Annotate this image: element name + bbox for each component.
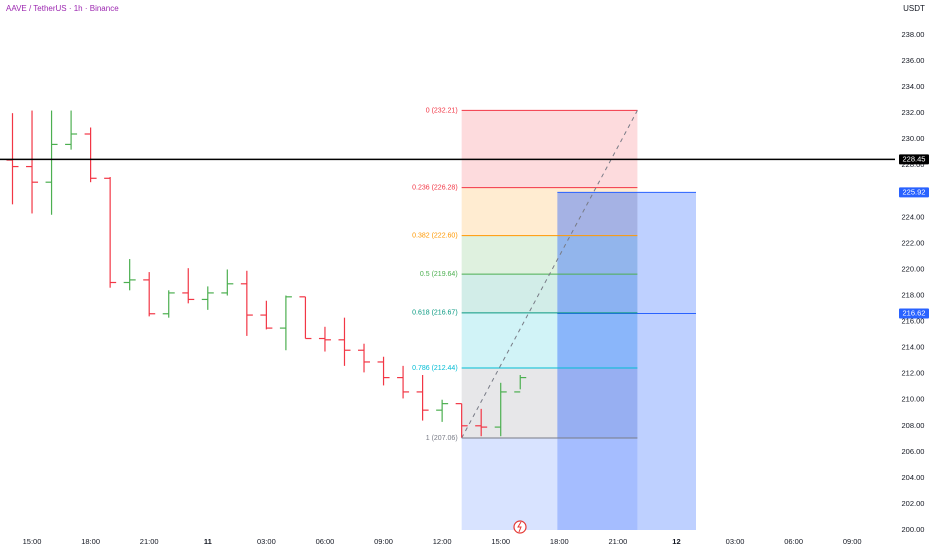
fib-zone bbox=[461, 235, 638, 275]
position-zone bbox=[557, 192, 638, 530]
y-tick-label: 200.00 bbox=[902, 525, 925, 534]
y-tick-label: 230.00 bbox=[902, 134, 925, 143]
x-tick-label: 12 bbox=[672, 537, 680, 546]
fib-label: 0 (232.21) bbox=[426, 107, 458, 114]
fib-label: 0.236 (226.28) bbox=[412, 185, 458, 192]
y-tick-label: 206.00 bbox=[902, 447, 925, 456]
position-zone bbox=[637, 192, 697, 530]
replay-icon[interactable] bbox=[513, 520, 527, 534]
y-tick-label: 236.00 bbox=[902, 56, 925, 65]
price-badge bbox=[899, 154, 929, 165]
y-tick-label: 202.00 bbox=[902, 499, 925, 508]
y-tick-label: 220.00 bbox=[902, 264, 925, 273]
y-tick-label: 232.00 bbox=[902, 108, 925, 117]
y-tick-label: 204.00 bbox=[902, 473, 925, 482]
x-tick-label: 09:00 bbox=[374, 537, 393, 546]
below-fib-zone bbox=[461, 438, 558, 530]
x-tick-label: 18:00 bbox=[550, 537, 569, 546]
x-tick-label: 03:00 bbox=[257, 537, 276, 546]
x-tick-label: 09:00 bbox=[843, 537, 862, 546]
price-badge-label: 228.45 bbox=[903, 154, 926, 163]
y-tick-label: 234.00 bbox=[902, 82, 925, 91]
x-tick-label: 06:00 bbox=[316, 537, 335, 546]
y-tick-label: 216.00 bbox=[902, 317, 925, 326]
fib-label: 0.786 (212.44) bbox=[412, 365, 458, 372]
y-tick-label: 238.00 bbox=[902, 30, 925, 39]
fib-zone bbox=[461, 274, 638, 313]
x-tick-label: 11 bbox=[204, 537, 212, 546]
price-badge-label: 216.62 bbox=[903, 308, 926, 317]
price-badge bbox=[899, 308, 929, 319]
x-tick-label: 03:00 bbox=[726, 537, 745, 546]
y-tick-label: 224.00 bbox=[902, 212, 925, 221]
y-tick-label: 212.00 bbox=[902, 369, 925, 378]
fib-trend-line bbox=[461, 110, 638, 439]
fib-label: 0.382 (222.60) bbox=[412, 232, 458, 239]
fib-zone bbox=[461, 187, 638, 236]
fib-zone bbox=[461, 312, 638, 368]
y-tick-label: 222.00 bbox=[902, 238, 925, 247]
fib-zone bbox=[461, 110, 638, 188]
x-tick-label: 06:00 bbox=[784, 537, 803, 546]
fib-label: 1 (207.06) bbox=[426, 435, 458, 442]
x-tick-label: 21:00 bbox=[608, 537, 627, 546]
x-tick-label: 15:00 bbox=[23, 537, 42, 546]
x-tick-label: 15:00 bbox=[491, 537, 510, 546]
price-badge bbox=[899, 187, 929, 198]
price-badge-label: 225.92 bbox=[903, 187, 926, 196]
chart-title: AAVE / TetherUS · 1h · Binance bbox=[6, 4, 119, 13]
y-tick-label: 228.00 bbox=[902, 160, 925, 169]
y-tick-label: 218.00 bbox=[902, 291, 925, 300]
fib-label: 0.5 (219.64) bbox=[420, 271, 458, 278]
x-tick-label: 12:00 bbox=[433, 537, 452, 546]
y-tick-label: 210.00 bbox=[902, 395, 925, 404]
x-tick-label: 18:00 bbox=[81, 537, 100, 546]
currency: USDT bbox=[903, 4, 925, 13]
x-tick-label: 21:00 bbox=[140, 537, 159, 546]
y-tick-label: 214.00 bbox=[902, 343, 925, 352]
fib-zone bbox=[461, 367, 638, 439]
y-tick-label: 208.00 bbox=[902, 421, 925, 430]
fib-label: 0.618 (216.67) bbox=[412, 310, 458, 317]
